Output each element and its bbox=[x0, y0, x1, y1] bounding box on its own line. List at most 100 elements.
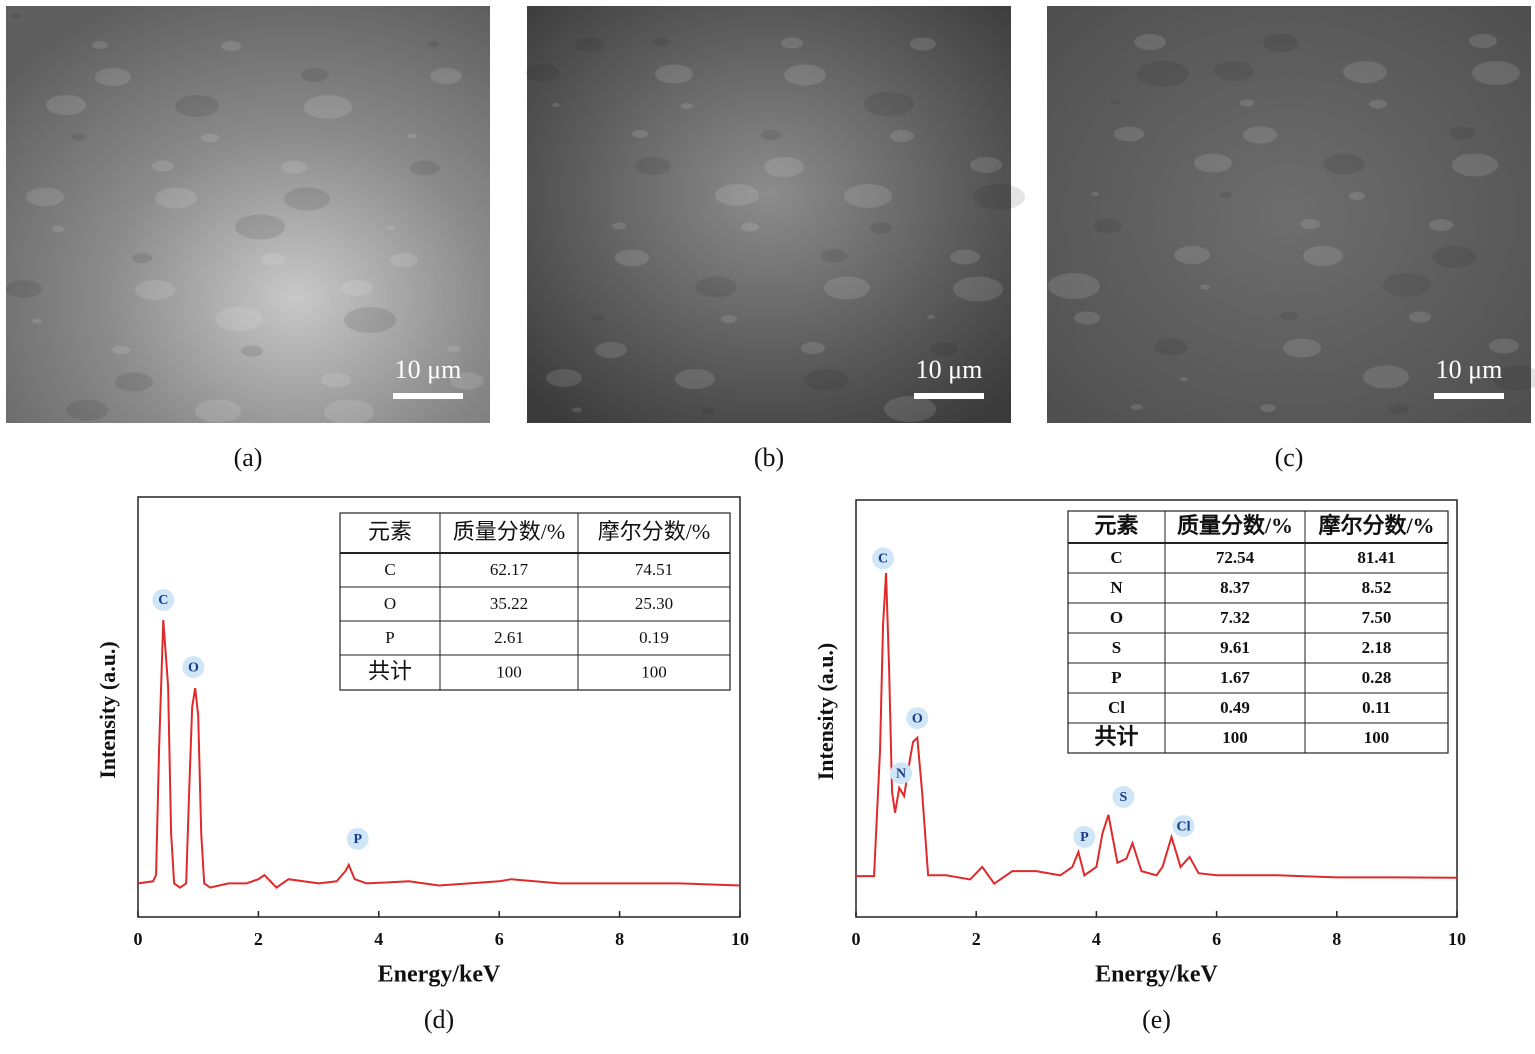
peak-label: P bbox=[1080, 830, 1089, 845]
peak-label: N bbox=[896, 766, 906, 781]
peak-label: P bbox=[353, 832, 362, 847]
texture bbox=[595, 342, 627, 358]
x-tick-label: 8 bbox=[1332, 929, 1341, 949]
texture bbox=[195, 399, 241, 423]
table-cell: O bbox=[384, 594, 396, 613]
peak-badge bbox=[1112, 785, 1135, 808]
texture bbox=[632, 130, 648, 138]
table-header: 摩尔分数/% bbox=[1318, 513, 1434, 538]
table-cell: 7.50 bbox=[1362, 608, 1392, 627]
spectrum-line bbox=[137, 619, 741, 889]
x-axis-label: Energy/keV bbox=[378, 962, 501, 988]
sem-image bbox=[1047, 6, 1531, 423]
table-cell: 25.30 bbox=[635, 594, 673, 613]
x-tick-label: 0 bbox=[852, 929, 861, 949]
texture bbox=[1429, 219, 1453, 231]
texture bbox=[430, 68, 462, 84]
texture bbox=[115, 372, 153, 392]
texture bbox=[66, 399, 108, 421]
table-cell: 74.51 bbox=[635, 560, 673, 579]
texture bbox=[281, 160, 307, 174]
table-header: 质量分数/% bbox=[453, 519, 565, 544]
table-header: 质量分数/% bbox=[1177, 513, 1293, 538]
texture bbox=[1323, 153, 1365, 175]
texture bbox=[1094, 219, 1122, 233]
texture bbox=[32, 318, 42, 324]
panel-label: (a) bbox=[234, 443, 263, 472]
table-frame bbox=[339, 512, 731, 691]
table-cell: 0.19 bbox=[639, 628, 669, 647]
texture bbox=[804, 369, 848, 391]
texture bbox=[6, 280, 42, 298]
table-cell: 100 bbox=[1364, 728, 1390, 747]
table-cell: 100 bbox=[1222, 728, 1248, 747]
peak-badge bbox=[182, 656, 205, 679]
texture bbox=[844, 184, 892, 208]
x-tick-label: 4 bbox=[1092, 929, 1101, 949]
texture bbox=[526, 64, 560, 82]
texture bbox=[1363, 365, 1409, 389]
texture bbox=[1263, 34, 1299, 52]
texture bbox=[344, 307, 396, 333]
table-header: 摩尔分数/% bbox=[598, 519, 710, 544]
texture bbox=[821, 249, 847, 263]
texture bbox=[884, 396, 936, 422]
texture bbox=[864, 91, 914, 117]
table-cell: 0.11 bbox=[1362, 698, 1391, 717]
texture bbox=[175, 95, 219, 117]
texture bbox=[870, 222, 892, 234]
x-tick-label: 4 bbox=[374, 929, 383, 949]
texture bbox=[1280, 311, 1298, 321]
texture bbox=[655, 64, 693, 84]
x-tick-label: 10 bbox=[1448, 929, 1466, 949]
scale-bar bbox=[393, 393, 463, 399]
table-cell: 100 bbox=[496, 662, 522, 681]
peak-label: O bbox=[188, 660, 199, 675]
texture bbox=[341, 280, 373, 296]
texture bbox=[1114, 126, 1144, 142]
texture bbox=[801, 342, 825, 354]
table-cell: 共计 bbox=[368, 659, 412, 684]
texture bbox=[741, 222, 759, 232]
texture bbox=[1343, 61, 1387, 83]
peak-badge bbox=[906, 707, 929, 730]
peak-label: Cl bbox=[1177, 819, 1191, 834]
table-cell: N bbox=[1110, 578, 1123, 597]
texture bbox=[1180, 377, 1188, 381]
texture bbox=[1174, 246, 1210, 264]
texture bbox=[970, 157, 1002, 173]
texture bbox=[304, 95, 352, 119]
texture bbox=[721, 315, 737, 323]
table-cell: 100 bbox=[641, 662, 667, 681]
texture bbox=[761, 130, 781, 140]
table-cell: Cl bbox=[1108, 698, 1125, 717]
scale-bar-label: 10 μm bbox=[395, 355, 462, 384]
table-cell: 8.52 bbox=[1362, 578, 1392, 597]
texture bbox=[1452, 153, 1498, 177]
texture bbox=[953, 276, 1003, 302]
caption: (e) bbox=[1142, 1005, 1171, 1034]
sem-image bbox=[6, 6, 490, 423]
spectrum-line bbox=[856, 572, 1458, 886]
texture bbox=[221, 41, 241, 51]
panel-label: (c) bbox=[1275, 443, 1304, 472]
texture bbox=[1240, 99, 1254, 107]
table-cell: O bbox=[1110, 608, 1123, 627]
texture bbox=[1469, 34, 1497, 48]
texture bbox=[52, 226, 64, 232]
table-cell: P bbox=[1111, 668, 1121, 687]
peak-label: S bbox=[1120, 790, 1128, 805]
table-cell: 8.37 bbox=[1220, 578, 1250, 597]
texture bbox=[546, 369, 582, 387]
texture bbox=[930, 342, 958, 356]
texture bbox=[701, 407, 715, 415]
texture bbox=[1260, 404, 1276, 412]
texture bbox=[675, 369, 715, 389]
texture bbox=[135, 280, 175, 300]
texture bbox=[1200, 284, 1210, 290]
caption: (d) bbox=[424, 1005, 454, 1034]
texture bbox=[1091, 192, 1099, 196]
texture bbox=[112, 345, 130, 355]
table-cell: 7.32 bbox=[1220, 608, 1250, 627]
